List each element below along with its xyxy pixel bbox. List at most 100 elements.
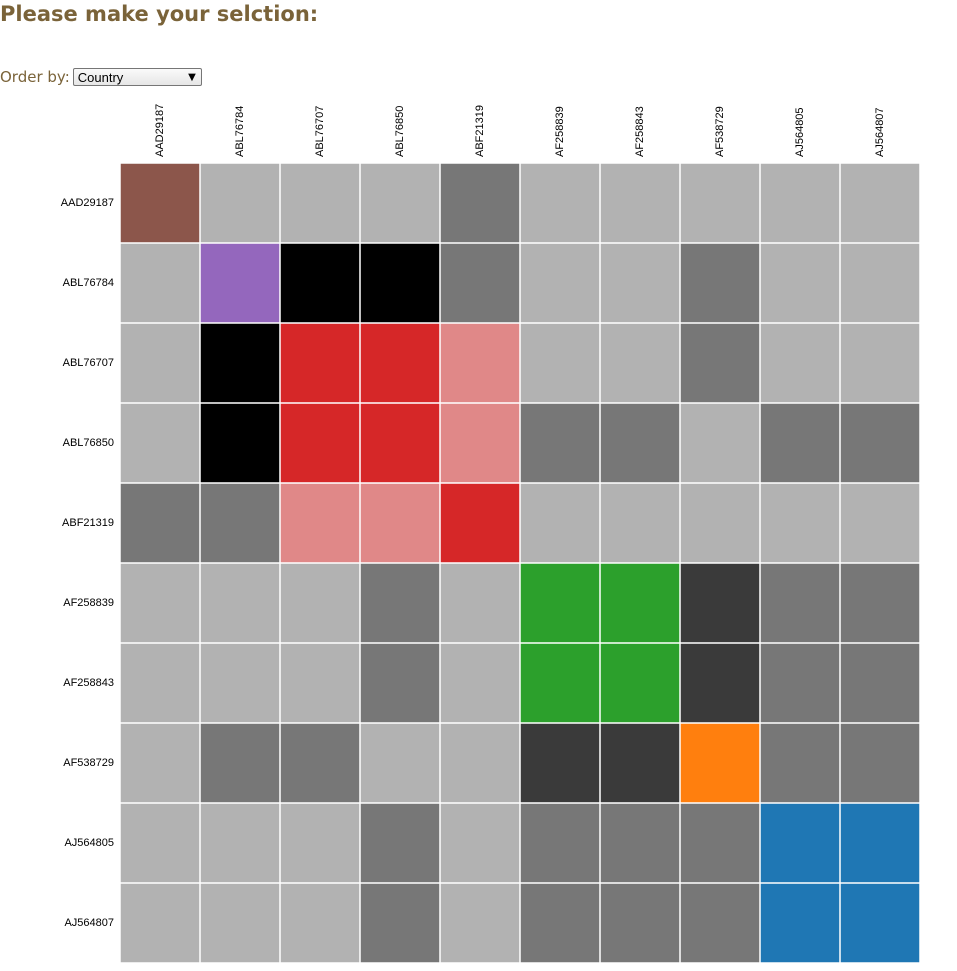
matrix-cell-ABL76850-ABL76784[interactable] bbox=[200, 403, 280, 483]
matrix-cell-ABL76850-AF538729[interactable] bbox=[680, 403, 760, 483]
matrix-cell-AF258839-AJ564807[interactable] bbox=[840, 563, 920, 643]
matrix-cell-ABL76850-ABL76707[interactable] bbox=[280, 403, 360, 483]
matrix-cell-AJ564805-AAD29187[interactable] bbox=[120, 803, 200, 883]
matrix-cell-AF538729-ABL76707[interactable] bbox=[280, 723, 360, 803]
matrix-cell-ABL76707-AAD29187[interactable] bbox=[120, 323, 200, 403]
matrix-cell-AF258839-AJ564805[interactable] bbox=[760, 563, 840, 643]
matrix-cell-AAD29187-AF258843[interactable] bbox=[600, 163, 680, 243]
matrix-cell-AF258843-AJ564807[interactable] bbox=[840, 643, 920, 723]
matrix-cell-ABL76707-ABL76707[interactable] bbox=[280, 323, 360, 403]
matrix-cell-AAD29187-AF258839[interactable] bbox=[520, 163, 600, 243]
matrix-cell-ABL76850-AAD29187[interactable] bbox=[120, 403, 200, 483]
matrix-cell-AJ564805-AF538729[interactable] bbox=[680, 803, 760, 883]
matrix-cell-ABL76707-AF258839[interactable] bbox=[520, 323, 600, 403]
matrix-cell-AF258839-ABF21319[interactable] bbox=[440, 563, 520, 643]
matrix-cell-AF258839-ABL76784[interactable] bbox=[200, 563, 280, 643]
matrix-cell-AAD29187-ABF21319[interactable] bbox=[440, 163, 520, 243]
matrix-cell-ABF21319-AAD29187[interactable] bbox=[120, 483, 200, 563]
matrix-cell-AF538729-AJ564805[interactable] bbox=[760, 723, 840, 803]
matrix-cell-ABF21319-AF258839[interactable] bbox=[520, 483, 600, 563]
matrix-cell-AF258843-ABL76707[interactable] bbox=[280, 643, 360, 723]
matrix-cell-ABL76707-ABL76850[interactable] bbox=[360, 323, 440, 403]
matrix-cell-ABL76707-AF538729[interactable] bbox=[680, 323, 760, 403]
matrix-cell-AF258843-AJ564805[interactable] bbox=[760, 643, 840, 723]
matrix-cell-AF258843-ABL76850[interactable] bbox=[360, 643, 440, 723]
matrix-cell-ABF21319-ABL76850[interactable] bbox=[360, 483, 440, 563]
matrix-cell-AAD29187-AF538729[interactable] bbox=[680, 163, 760, 243]
matrix-cell-AF258839-AF258843[interactable] bbox=[600, 563, 680, 643]
matrix-cell-AJ564807-AJ564807[interactable] bbox=[840, 883, 920, 963]
matrix-cell-AAD29187-ABL76850[interactable] bbox=[360, 163, 440, 243]
matrix-cell-AF538729-AF538729[interactable] bbox=[680, 723, 760, 803]
matrix-cell-AAD29187-ABL76784[interactable] bbox=[200, 163, 280, 243]
matrix-cell-ABL76784-AF258843[interactable] bbox=[600, 243, 680, 323]
matrix-cell-AJ564807-ABF21319[interactable] bbox=[440, 883, 520, 963]
matrix-cell-AJ564805-ABF21319[interactable] bbox=[440, 803, 520, 883]
matrix-cell-AJ564807-AF258843[interactable] bbox=[600, 883, 680, 963]
matrix-cell-AAD29187-ABL76707[interactable] bbox=[280, 163, 360, 243]
matrix-cell-AJ564807-ABL76707[interactable] bbox=[280, 883, 360, 963]
matrix-cell-AF258839-ABL76707[interactable] bbox=[280, 563, 360, 643]
matrix-cell-ABL76784-ABF21319[interactable] bbox=[440, 243, 520, 323]
matrix-cell-AF538729-ABL76784[interactable] bbox=[200, 723, 280, 803]
matrix-cell-ABF21319-ABL76784[interactable] bbox=[200, 483, 280, 563]
matrix-cell-AF258843-AF258839[interactable] bbox=[520, 643, 600, 723]
matrix-cell-AJ564807-AF258839[interactable] bbox=[520, 883, 600, 963]
matrix-cell-AJ564807-ABL76850[interactable] bbox=[360, 883, 440, 963]
matrix-cell-AJ564805-AF258843[interactable] bbox=[600, 803, 680, 883]
matrix-cell-ABL76850-AF258839[interactable] bbox=[520, 403, 600, 483]
matrix-cell-ABF21319-AF538729[interactable] bbox=[680, 483, 760, 563]
matrix-cell-AF258839-AAD29187[interactable] bbox=[120, 563, 200, 643]
matrix-cell-AF258843-ABL76784[interactable] bbox=[200, 643, 280, 723]
matrix-cell-AJ564807-AJ564805[interactable] bbox=[760, 883, 840, 963]
matrix-cell-AF538729-AJ564807[interactable] bbox=[840, 723, 920, 803]
matrix-cell-AJ564807-ABL76784[interactable] bbox=[200, 883, 280, 963]
matrix-cell-AAD29187-AJ564805[interactable] bbox=[760, 163, 840, 243]
matrix-cell-AF258839-ABL76850[interactable] bbox=[360, 563, 440, 643]
matrix-cell-AJ564805-ABL76850[interactable] bbox=[360, 803, 440, 883]
matrix-cell-ABL76707-ABF21319[interactable] bbox=[440, 323, 520, 403]
matrix-cell-ABF21319-AF258843[interactable] bbox=[600, 483, 680, 563]
matrix-cell-AF538729-ABF21319[interactable] bbox=[440, 723, 520, 803]
matrix-cell-AJ564805-AF258839[interactable] bbox=[520, 803, 600, 883]
matrix-cell-ABL76784-ABL76707[interactable] bbox=[280, 243, 360, 323]
matrix-cell-ABL76784-AJ564807[interactable] bbox=[840, 243, 920, 323]
matrix-cell-ABL76707-ABL76784[interactable] bbox=[200, 323, 280, 403]
matrix-cell-ABL76850-AF258843[interactable] bbox=[600, 403, 680, 483]
matrix-cell-AF538729-AF258843[interactable] bbox=[600, 723, 680, 803]
matrix-cell-AF538729-AAD29187[interactable] bbox=[120, 723, 200, 803]
matrix-cell-AF258843-AF258843[interactable] bbox=[600, 643, 680, 723]
matrix-cell-AJ564805-AJ564805[interactable] bbox=[760, 803, 840, 883]
matrix-cell-AF258843-AF538729[interactable] bbox=[680, 643, 760, 723]
matrix-cell-ABL76784-AF258839[interactable] bbox=[520, 243, 600, 323]
matrix-cell-ABF21319-ABF21319[interactable] bbox=[440, 483, 520, 563]
matrix-cell-AJ564805-AJ564807[interactable] bbox=[840, 803, 920, 883]
matrix-cell-AJ564807-AAD29187[interactable] bbox=[120, 883, 200, 963]
matrix-cell-AJ564805-ABL76784[interactable] bbox=[200, 803, 280, 883]
matrix-cell-ABL76850-ABL76850[interactable] bbox=[360, 403, 440, 483]
matrix-cell-AF258843-AAD29187[interactable] bbox=[120, 643, 200, 723]
matrix-cell-ABL76784-AJ564805[interactable] bbox=[760, 243, 840, 323]
matrix-cell-ABF21319-AJ564807[interactable] bbox=[840, 483, 920, 563]
matrix-cell-ABF21319-AJ564805[interactable] bbox=[760, 483, 840, 563]
matrix-cell-AJ564805-ABL76707[interactable] bbox=[280, 803, 360, 883]
matrix-cell-ABL76784-ABL76850[interactable] bbox=[360, 243, 440, 323]
matrix-cell-ABL76707-AJ564807[interactable] bbox=[840, 323, 920, 403]
matrix-cell-ABL76784-AF538729[interactable] bbox=[680, 243, 760, 323]
matrix-cell-ABF21319-ABL76707[interactable] bbox=[280, 483, 360, 563]
matrix-cell-ABL76784-AAD29187[interactable] bbox=[120, 243, 200, 323]
matrix-cell-AF538729-ABL76850[interactable] bbox=[360, 723, 440, 803]
matrix-cell-AJ564807-AF538729[interactable] bbox=[680, 883, 760, 963]
matrix-cell-ABL76707-AF258843[interactable] bbox=[600, 323, 680, 403]
matrix-cell-AF538729-AF258839[interactable] bbox=[520, 723, 600, 803]
matrix-cell-AF258843-ABF21319[interactable] bbox=[440, 643, 520, 723]
matrix-cell-ABL76784-ABL76784[interactable] bbox=[200, 243, 280, 323]
matrix-cell-ABL76850-AJ564805[interactable] bbox=[760, 403, 840, 483]
matrix-cell-ABL76850-ABF21319[interactable] bbox=[440, 403, 520, 483]
matrix-cell-ABL76850-AJ564807[interactable] bbox=[840, 403, 920, 483]
order-by-select[interactable]: Country ▼ bbox=[72, 68, 202, 86]
matrix-cell-AAD29187-AJ564807[interactable] bbox=[840, 163, 920, 243]
matrix-cell-ABL76707-AJ564805[interactable] bbox=[760, 323, 840, 403]
matrix-cell-AF258839-AF538729[interactable] bbox=[680, 563, 760, 643]
matrix-cell-AAD29187-AAD29187[interactable] bbox=[120, 163, 200, 243]
